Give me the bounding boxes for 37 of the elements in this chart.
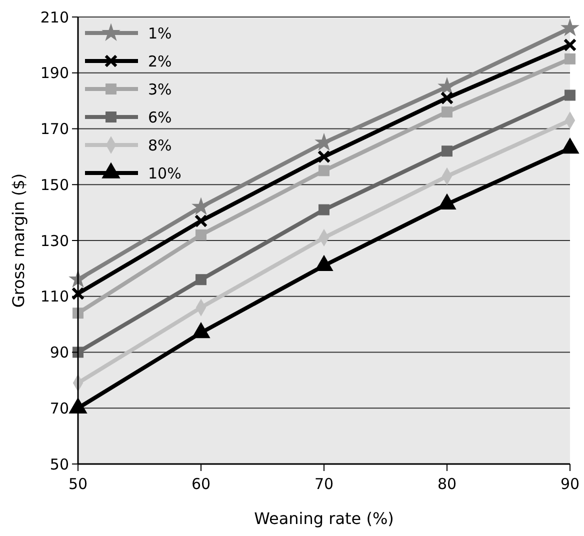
x-tick-label: 70: [314, 475, 334, 493]
point: [564, 53, 576, 64]
point: [192, 197, 210, 215]
point: [71, 286, 85, 300]
x-tick-label: 80: [437, 475, 457, 493]
y-tick-label: 170: [40, 120, 69, 138]
point: [560, 18, 580, 36]
x-tick-label: 90: [560, 475, 580, 493]
y-tick-label: 70: [50, 399, 69, 418]
y-tick-label: 130: [40, 232, 69, 250]
point: [442, 106, 452, 118]
point: [563, 38, 577, 52]
legend-label: 10%: [148, 164, 182, 182]
point: [317, 150, 331, 164]
legend-label: 3%: [148, 80, 172, 98]
y-tick-label: 50: [50, 455, 69, 474]
y-tick-label: 150: [40, 176, 69, 194]
y-tick-label: 190: [40, 64, 69, 82]
point: [440, 91, 454, 105]
point: [564, 90, 576, 101]
legend-label: 1%: [148, 24, 172, 42]
point: [318, 165, 330, 176]
legend-label: 8%: [148, 136, 172, 154]
point: [318, 204, 330, 216]
point: [196, 274, 206, 286]
y-tick-label: 90: [50, 344, 69, 362]
legend-label: 2%: [148, 52, 172, 70]
legend-label: 6%: [148, 108, 172, 126]
point: [442, 146, 452, 157]
y-tick-label: 110: [40, 288, 69, 306]
point: [196, 229, 206, 240]
y-tick-label: 210: [40, 8, 69, 26]
x-tick-label: 60: [191, 475, 211, 493]
point: [194, 214, 208, 228]
y-axis-title: Gross margin ($): [9, 173, 28, 308]
x-axis-title: Weaning rate (%): [254, 509, 394, 528]
x-tick-label: 50: [68, 475, 88, 493]
